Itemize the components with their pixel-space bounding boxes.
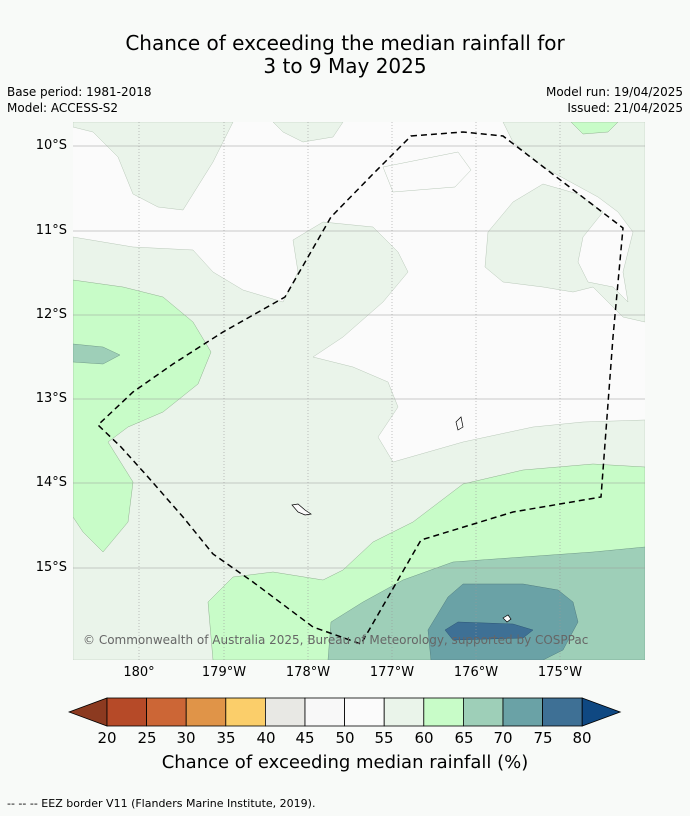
- lon-label: 178°W: [285, 665, 331, 680]
- colorbar-segment: [106, 697, 147, 727]
- colorbar-arrow-high: [581, 697, 622, 727]
- colorbar-label: 65: [454, 729, 474, 747]
- lat-label: 10°S: [35, 138, 67, 153]
- lat-label: 15°S: [35, 560, 67, 575]
- lat-label: 13°S: [35, 391, 67, 406]
- island-3: [502, 614, 512, 623]
- colorbar-label: 70: [493, 729, 513, 747]
- colorbar-segment: [383, 697, 425, 727]
- contour-60-65-west: [73, 279, 212, 553]
- colorbar-segment: [423, 697, 464, 727]
- rainfall-map: [73, 122, 645, 660]
- colorbar-arrow-low: [68, 697, 108, 727]
- colorbar-label: 25: [137, 729, 157, 747]
- colorbar-label: 75: [533, 729, 553, 747]
- colorbar-label: 40: [256, 729, 276, 747]
- lat-label: 14°S: [35, 475, 67, 490]
- contour-70-75-south: [427, 583, 579, 660]
- colorbar-segment: [264, 697, 306, 727]
- colorbar-segment: [462, 697, 504, 727]
- colorbar-label: 50: [335, 729, 355, 747]
- colorbar-segment: [502, 697, 543, 727]
- lon-label: 175°W: [537, 665, 583, 680]
- lon-label: 176°W: [453, 665, 499, 680]
- contour-75-80-south: [444, 621, 534, 641]
- colorbar-label: 35: [216, 729, 236, 747]
- colorbar-segment: [185, 697, 227, 727]
- colorbar-label: 60: [414, 729, 434, 747]
- colorbar-label: 20: [97, 729, 117, 747]
- contour-55-60-northwest: [73, 122, 234, 211]
- map-title-line-2: 3 to 9 May 2025: [263, 54, 427, 78]
- contour-white-patch: [382, 151, 472, 193]
- colorbar-segment: [146, 697, 187, 727]
- colorbar-segment: [542, 697, 583, 727]
- issued-date: Issued: 21/04/2025: [567, 101, 683, 115]
- island-2: [291, 503, 312, 516]
- colorbar: [68, 697, 622, 727]
- eez-legend-note: -- -- -- EEZ border V11 (Flanders Marine…: [7, 797, 316, 810]
- colorbar-label: 55: [374, 729, 394, 747]
- colorbar-segment: [304, 697, 345, 727]
- lon-label: 177°W: [369, 665, 415, 680]
- contour-65-70-west: [73, 343, 121, 365]
- model-name: Model: ACCESS-S2: [7, 101, 119, 115]
- base-period: Base period: 1981-2018: [7, 85, 152, 99]
- model-run: Model run: 19/04/2025: [545, 85, 683, 99]
- lat-label: 12°S: [35, 307, 67, 322]
- colorbar-segment: [344, 697, 385, 727]
- gridlines: [73, 122, 645, 660]
- colorbar-segment: [225, 697, 266, 727]
- colorbar-label: 30: [176, 729, 196, 747]
- island-1: [455, 416, 464, 431]
- lon-label: 179°W: [201, 665, 247, 680]
- eez-border: [96, 131, 624, 645]
- map-title-line-1: Chance of exceeding the median rainfall …: [125, 31, 565, 55]
- colorbar-title: Chance of exceeding median rainfall (%): [161, 752, 529, 773]
- contour-60-65-northeast: [570, 122, 619, 135]
- colorbar-label: 45: [295, 729, 315, 747]
- colorbar-label: 80: [572, 729, 592, 747]
- copyright-notice: © Commonwealth of Australia 2025, Bureau…: [83, 633, 589, 647]
- lat-label: 11°S: [35, 223, 67, 238]
- lon-label: 180°: [123, 665, 155, 680]
